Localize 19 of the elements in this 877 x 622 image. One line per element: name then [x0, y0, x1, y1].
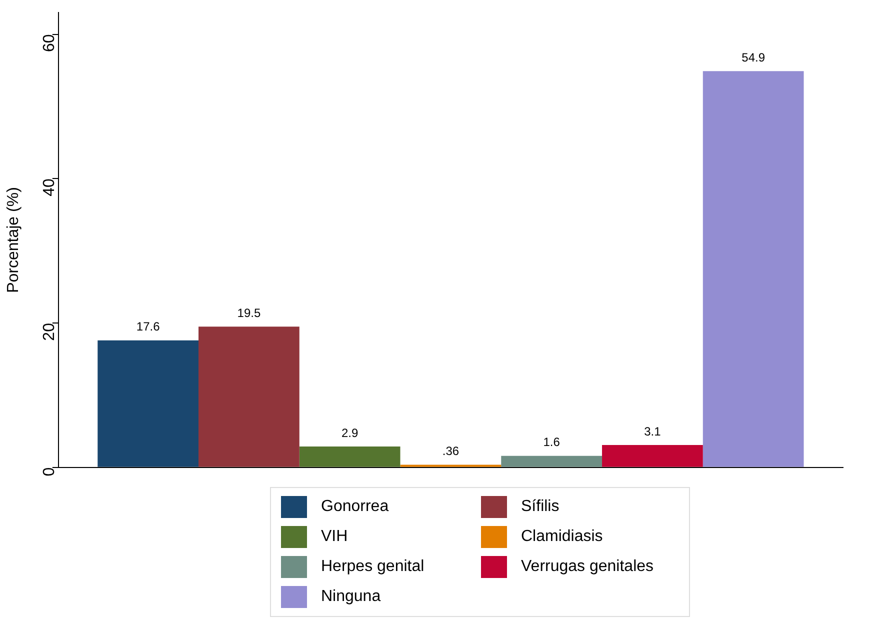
y-tick-label: 0: [40, 467, 58, 476]
data-label: 3.1: [644, 424, 662, 438]
y-axis-title: Porcentaje (%): [5, 187, 22, 293]
legend-label: Herpes genital: [321, 558, 424, 576]
data-label: 19.5: [237, 306, 261, 320]
data-label: 1.6: [543, 435, 560, 450]
legend-label: Sífilis: [521, 498, 560, 516]
data-label: .36: [442, 444, 460, 458]
data-label: 17.6: [136, 320, 160, 334]
legend-label: Verrugas genitales: [521, 558, 654, 576]
y-tick-label: 20: [40, 322, 58, 341]
legend-label: Clamidiasis: [521, 528, 603, 546]
legend-label: Gonorrea: [321, 498, 389, 516]
data-label: 54.9: [742, 50, 766, 64]
y-tick-label: 40: [40, 178, 58, 196]
legend-label: VIH: [321, 528, 348, 546]
y-tick-label: 60: [40, 34, 58, 52]
data-label: 2.9: [341, 426, 358, 440]
legend-label: Ninguna: [321, 588, 381, 606]
